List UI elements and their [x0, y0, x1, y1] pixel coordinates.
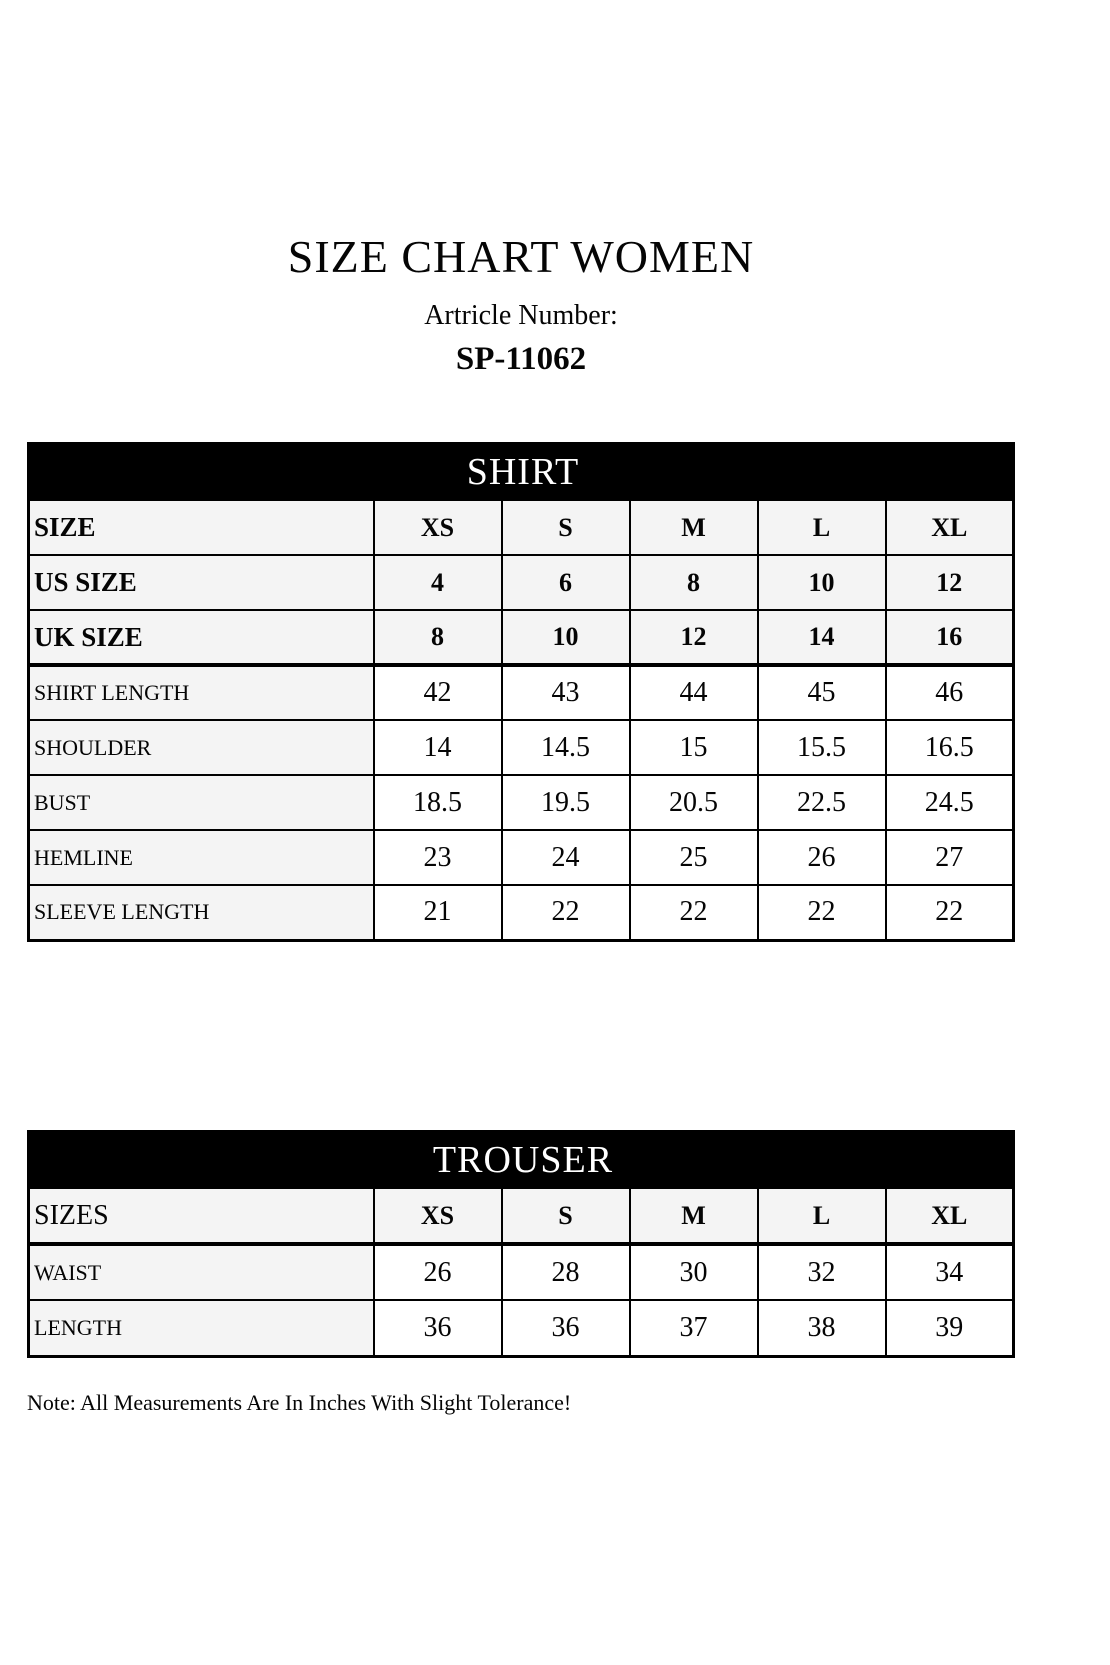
cell-value: 22.5: [756, 774, 887, 831]
cell-value: 28: [500, 1243, 631, 1301]
cell-value: M: [628, 499, 759, 556]
row-label: SHOULDER: [27, 719, 375, 776]
row-label: BUST: [27, 774, 375, 831]
cell-value: 8: [628, 554, 759, 611]
cell-value: 15.5: [756, 719, 887, 776]
cell-value: 24.5: [884, 774, 1015, 831]
page-title: SIZE CHART WOMEN: [287, 231, 755, 282]
cell-value: 32: [756, 1243, 887, 1301]
row-label: SHIRT LENGTH: [27, 664, 375, 721]
cell-value: 42: [372, 664, 503, 721]
trouser-row-waist: WAIST 26 28 30 32 34: [27, 1243, 1015, 1301]
cell-value: S: [500, 499, 631, 556]
cell-value: 27: [884, 829, 1015, 886]
row-label: SIZES: [27, 1187, 375, 1246]
cell-value: 19.5: [500, 774, 631, 831]
cell-value: 45: [756, 664, 887, 721]
article-number-label: Artricle Number:: [424, 300, 618, 331]
cell-value: 22: [756, 884, 887, 941]
shirt-table-title: SHIRT: [27, 442, 1015, 501]
cell-value: 39: [884, 1299, 1015, 1357]
cell-value: 16: [884, 609, 1015, 667]
shirt-row-hemline: HEMLINE 23 24 25 26 27: [27, 829, 1015, 886]
cell-value: 14: [372, 719, 503, 776]
shirt-row-uk-size: UK SIZE 8 10 12 14 16: [27, 609, 1015, 667]
row-label: UK SIZE: [27, 609, 375, 667]
cell-value: 44: [628, 664, 759, 721]
cell-value: 30: [628, 1243, 759, 1301]
row-label: US SIZE: [27, 554, 375, 611]
cell-value: 22: [884, 884, 1015, 941]
cell-value: 20.5: [628, 774, 759, 831]
cell-value: 14.5: [500, 719, 631, 776]
trouser-table: TROUSER SIZES XS S M L XL WAIST 26 28 30 32 34 LENGTH…: [27, 1130, 1015, 1358]
measurement-note: Note: All Measurements Are In Inches Wit…: [27, 1390, 572, 1415]
shirt-row-shoulder: SHOULDER 14 14.5 15 15.5 16.5: [27, 719, 1015, 776]
cell-value: XL: [884, 499, 1015, 556]
row-label: SIZE: [27, 499, 375, 556]
cell-value: 38: [756, 1299, 887, 1357]
cell-value: 12: [884, 554, 1015, 611]
trouser-row-length: LENGTH 36 36 37 38 39: [27, 1299, 1015, 1357]
shirt-row-bust: BUST 18.5 19.5 20.5 22.5 24.5: [27, 774, 1015, 831]
cell-value: L: [756, 1187, 887, 1246]
cell-value: 43: [500, 664, 631, 721]
cell-value: XS: [372, 499, 503, 556]
cell-value: XL: [884, 1187, 1015, 1246]
cell-value: L: [756, 499, 887, 556]
article-number-value: SP-11062: [455, 341, 587, 377]
cell-value: 12: [628, 609, 759, 667]
shirt-row-shirt-length: SHIRT LENGTH 42 43 44 45 46: [27, 664, 1015, 721]
shirt-size-table: SHIRT SIZE XS S M L XL US SIZE 4 6 8 10 12 UK SIZE 8 10…: [27, 442, 1015, 942]
cell-value: 25: [628, 829, 759, 886]
cell-value: 34: [884, 1243, 1015, 1301]
cell-value: 36: [372, 1299, 503, 1357]
shirt-band-row: SHIRT: [27, 442, 1015, 501]
row-label: SLEEVE LENGTH: [27, 884, 375, 941]
shirt-row-us-size: US SIZE 4 6 8 10 12: [27, 554, 1015, 611]
cell-value: 22: [500, 884, 631, 941]
cell-value: 21: [372, 884, 503, 941]
cell-value: 37: [628, 1299, 759, 1357]
cell-value: 10: [756, 554, 887, 611]
row-label: LENGTH: [27, 1299, 375, 1357]
trouser-row-sizes: SIZES XS S M L XL: [27, 1187, 1015, 1246]
cell-value: XS: [372, 1187, 503, 1246]
row-label: WAIST: [27, 1243, 375, 1301]
cell-value: 23: [372, 829, 503, 886]
cell-value: 16.5: [884, 719, 1015, 776]
trouser-size-table: TROUSER SIZES XS S M L XL WAIST 26 28 30 32 34 LENGTH…: [27, 1130, 1015, 1358]
cell-value: 36: [500, 1299, 631, 1357]
shirt-row-size: SIZE XS S M L XL: [27, 499, 1015, 556]
cell-value: 4: [372, 554, 503, 611]
cell-value: 26: [756, 829, 887, 886]
cell-value: 26: [372, 1243, 503, 1301]
shirt-table: SHIRT SIZE XS S M L XL US SIZE 4 6 8 10 12 UK SIZE 8 10…: [27, 442, 1015, 942]
cell-value: 15: [628, 719, 759, 776]
shirt-row-sleeve-length: SLEEVE LENGTH 21 22 22 22 22: [27, 884, 1015, 941]
cell-value: 22: [628, 884, 759, 941]
row-label: HEMLINE: [27, 829, 375, 886]
cell-value: S: [500, 1187, 631, 1246]
trouser-band-row: TROUSER: [27, 1130, 1015, 1189]
cell-value: 6: [500, 554, 631, 611]
cell-value: 46: [884, 664, 1015, 721]
cell-value: 8: [372, 609, 503, 667]
cell-value: 24: [500, 829, 631, 886]
cell-value: 14: [756, 609, 887, 667]
cell-value: 18.5: [372, 774, 503, 831]
trouser-table-title: TROUSER: [27, 1130, 1015, 1189]
cell-value: M: [628, 1187, 759, 1246]
cell-value: 10: [500, 609, 631, 667]
